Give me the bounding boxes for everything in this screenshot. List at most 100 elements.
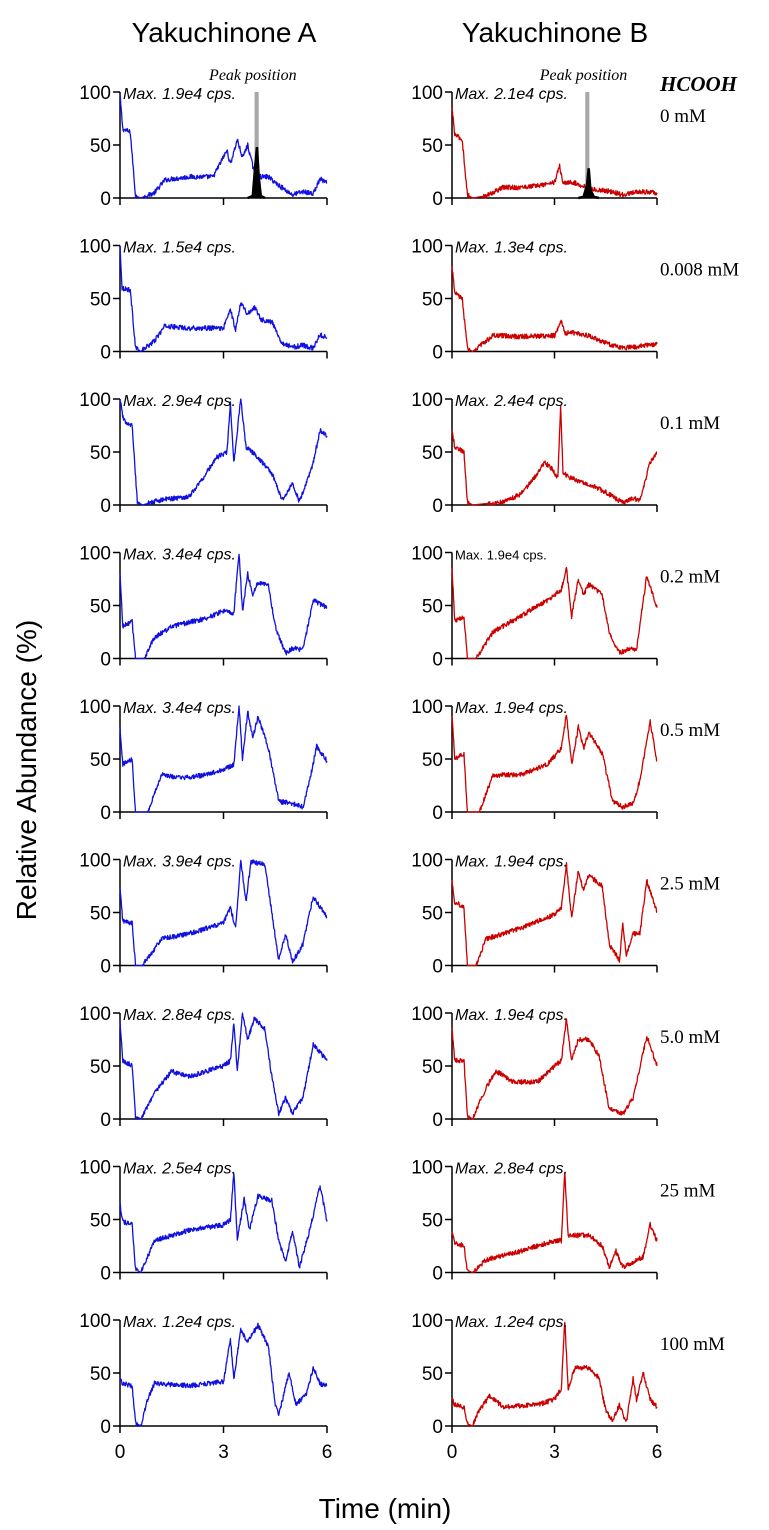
series-line-A [119,398,328,506]
chart-panel-A: 0 50 100 Max. 3.9e4 cps. [79,851,328,978]
y-tick-label: 0 [432,1110,443,1131]
series-line-A [119,1322,328,1427]
y-tick-label: 50 [90,750,111,771]
y-tick-label: 0 [432,1417,443,1438]
max-intensity-label: Max. 1.9e4 cps. [455,1007,568,1024]
max-intensity-label: Max. 1.5e4 cps. [123,240,236,257]
y-tick-label: 50 [422,136,443,157]
y-tick-label: 50 [422,750,443,771]
column-title-a: Yakuchinone A [132,17,317,48]
y-tick-label: 100 [411,544,443,565]
max-intensity-label: Max. 3.4e4 cps. [123,700,236,717]
max-intensity-label: Max. 3.4e4 cps. [123,547,236,564]
max-intensity-label: Max. 2.8e4 cps. [123,1007,236,1024]
y-tick-label: 100 [79,237,111,258]
series-line-B [451,404,658,506]
condition-label: 0.008 mM [660,260,739,281]
max-intensity-label: Max. 3.9e4 cps. [123,854,236,871]
y-tick-label: 50 [90,597,111,618]
max-intensity-label: Max. 2.4e4 cps. [455,393,568,410]
y-tick-label: 0 [100,189,111,210]
y-tick-label: 0 [432,496,443,517]
chart-panel-A: 0 50 100 Max. 2.8e4 cps. [79,1004,328,1131]
max-intensity-label: Max. 1.9e4 cps. [123,86,236,103]
series-line-A [119,553,328,660]
max-intensity-label: Max. 2.9e4 cps. [123,393,236,410]
y-axis-title: Relative Abundance (%) [11,620,42,920]
chart-panel-B: 0 50 100 Max. 1.9e4 cps. [411,697,658,824]
peak-trace [578,168,600,200]
chart-panel-A: 0 50 100 Max. 1.5e4 cps. [79,237,328,364]
y-tick-label: 50 [90,443,111,464]
y-tick-label: 0 [432,957,443,978]
y-tick-label: 0 [432,650,443,671]
x-tick-label: 3 [218,1442,229,1463]
series-line-B [451,1171,658,1274]
y-tick-label: 100 [411,1004,443,1025]
series-line-B [451,862,658,967]
y-tick-label: 0 [432,189,443,210]
y-tick-label: 50 [422,1364,443,1385]
series-line-A [119,94,328,199]
y-tick-label: 50 [90,904,111,925]
y-tick-label: 0 [100,1264,111,1285]
y-tick-label: 0 [100,343,111,364]
x-tick-label: 3 [549,1442,560,1463]
max-intensity-label: Max. 2.8e4 cps. [455,1161,568,1178]
condition-label: 0.5 mM [660,720,720,741]
y-tick-label: 100 [79,83,111,104]
x-axis-title: Time (min) [319,1493,452,1524]
panel-row-6: 5.0 mM 0 50 100 Max. 2.8e4 cps. 0 50 100 Max. 1.… [79,1004,720,1131]
panel-row-5: 2.5 mM 0 50 100 Max. 3.9e4 cps. 0 50 100 Max. 1.… [79,851,720,978]
chart-panel-B: 0 50 100 Max. 2.8e4 cps. [411,1158,658,1285]
series-line-A [119,1172,328,1274]
chart-panel-A: Peak position 0 50 100 Max. 1.9e4 cps. [79,67,328,210]
y-tick-label: 50 [90,1211,111,1232]
y-tick-label: 50 [422,443,443,464]
condition-label: 2.5 mM [660,874,720,895]
condition-label: 100 mM [660,1334,725,1355]
chart-panel-A: 0 50 100 Max. 3.4e4 cps. [79,544,328,671]
y-tick-label: 0 [100,1417,111,1438]
panel-row-7: 25 mM 0 50 100 Max. 2.5e4 cps. 0 50 100 Max. 2.8… [79,1158,715,1285]
max-intensity-label: Max. 1.2e4 cps. [455,1314,568,1331]
chart-panel-A: 0 50 100 Max. 2.5e4 cps. [79,1158,328,1285]
chart-panel-B: 0 50 100 Max. 1.9e4 cps. [411,1004,658,1131]
y-tick-label: 0 [100,803,111,824]
x-tick-label: 6 [322,1442,333,1463]
series-line-A [119,705,328,813]
y-tick-label: 100 [79,390,111,411]
panel-row-2: 0.1 mM 0 50 100 Max. 2.9e4 cps. 0 50 100 Max. 2.… [79,390,720,517]
panel-row-1: 0.008 mM 0 50 100 Max. 1.5e4 cps. 0 50 100 Max. … [79,237,739,364]
y-tick-label: 0 [432,803,443,824]
chart-panel-A: 0 50 100 Max. 3.4e4 cps. [79,697,328,824]
y-tick-label: 0 [100,957,111,978]
series-line-A [119,1012,328,1120]
y-tick-label: 100 [411,851,443,872]
max-intensity-label: Max. 1.9e4 cps. [455,700,568,717]
peak-position-label: Peak position [539,67,628,84]
series-line-B [451,1321,658,1427]
y-tick-label: 100 [79,697,111,718]
y-tick-label: 100 [79,544,111,565]
y-tick-label: 100 [79,1158,111,1179]
legend-header: HCOOH [659,72,738,96]
condition-label: 0.2 mM [660,567,720,588]
y-tick-label: 100 [79,851,111,872]
chart-panel-B: 0 50 100 Max. 1.9e4 cps. [411,544,658,671]
chart-panel-B: 0 50 100 0 3 6 Max. 1.2e4 cps. [411,1311,662,1463]
peak-position-band [254,92,259,198]
series-line-A [119,245,328,353]
x-tick-label: 0 [447,1442,458,1463]
max-intensity-label: Max. 1.2e4 cps. [123,1314,236,1331]
series-line-B [451,714,658,813]
panel-row-4: 0.5 mM 0 50 100 Max. 3.4e4 cps. 0 50 100 Max. 1.… [79,697,720,824]
peak-trace [247,146,266,200]
chart-panel-B: 0 50 100 Max. 1.3e4 cps. [411,237,658,364]
chart-panel-B: 0 50 100 Max. 2.4e4 cps. [411,390,658,517]
y-tick-label: 100 [411,237,443,258]
y-tick-label: 50 [422,1211,443,1232]
max-intensity-label: Max. 1.9e4 cps. [455,548,547,563]
